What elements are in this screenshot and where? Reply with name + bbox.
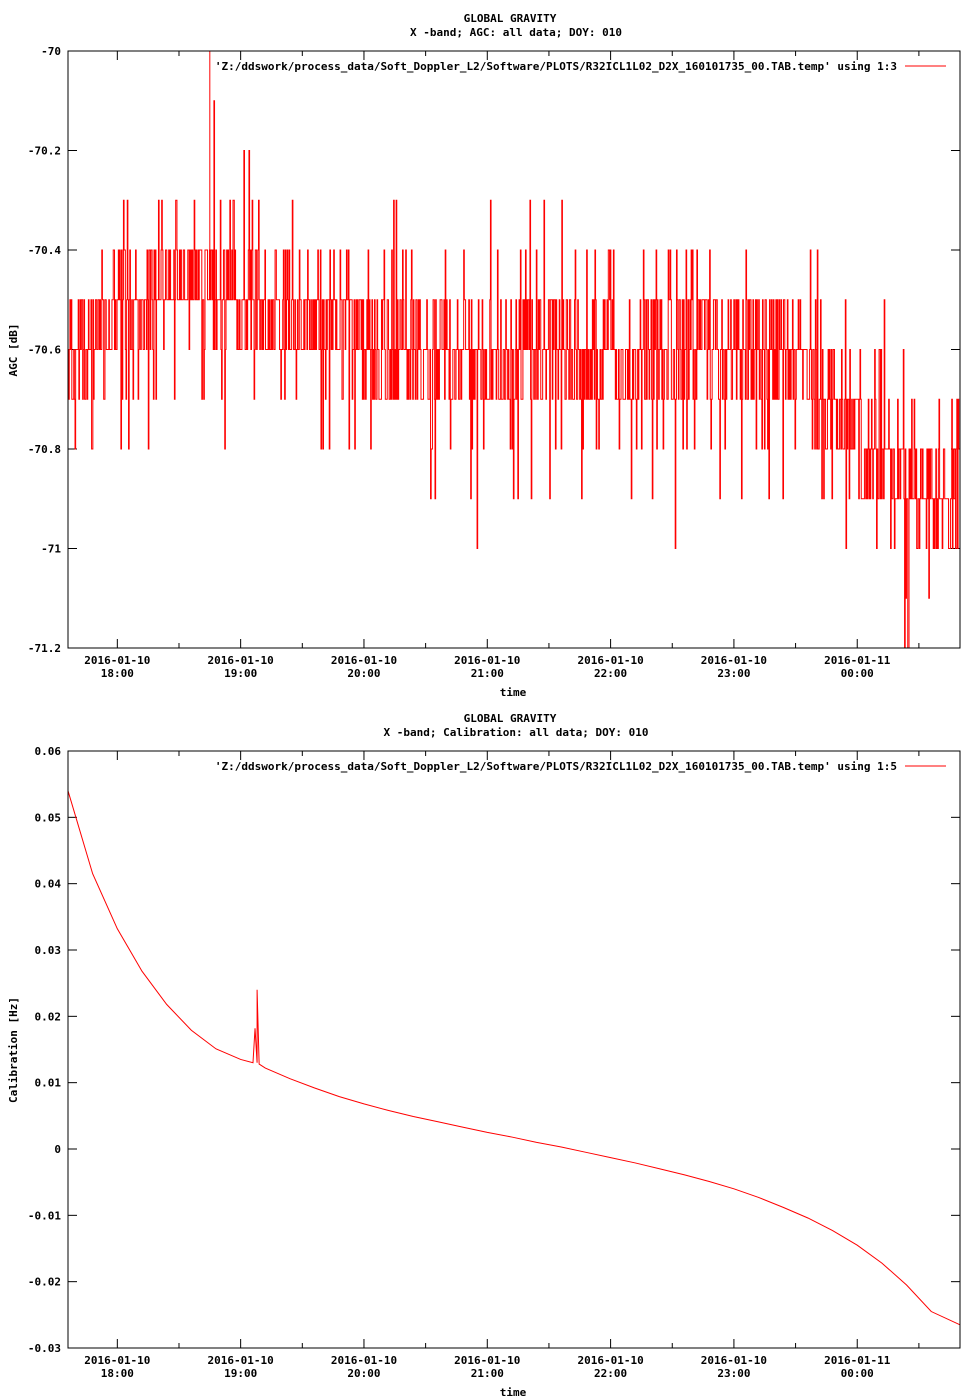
calibration-series [67, 790, 961, 1326]
x-tick-time-label: 22:00 [594, 667, 627, 680]
y-tick-label: -70.2 [28, 145, 61, 158]
y-tick-label: 0.04 [35, 878, 62, 891]
x-tick-time-label: 21:00 [471, 667, 504, 680]
calibration-y-ticks: 0.06 0.05 0.04 0.03 0.02 0.01 0 -0.01 -0.02 -0.03 [28, 745, 960, 1355]
calibration-chart: GLOBAL GRAVITY X -band; Calibration: all… [7, 712, 961, 1399]
y-tick-label: 0 [54, 1143, 61, 1156]
y-tick-label: -70 [41, 45, 61, 58]
x-tick-time-label: 20:00 [347, 1367, 380, 1380]
agc-chart-subtitle: X -band; AGC: all data; DOY: 010 [410, 26, 622, 39]
calibration-series-line [67, 790, 961, 1326]
x-tick-time-label: 23:00 [717, 667, 750, 680]
y-tick-label: -0.02 [28, 1276, 61, 1289]
y-tick-label: -0.01 [28, 1209, 61, 1222]
calibration-y-axis-label: Calibration [Hz] [7, 997, 20, 1103]
y-tick-label: -70.8 [28, 443, 61, 456]
x-tick-time-label: 19:00 [224, 667, 257, 680]
x-tick-date-label: 2016-01-10 [454, 654, 520, 667]
x-tick-date-label: 2016-01-10 [208, 654, 274, 667]
x-tick-date-label: 2016-01-10 [331, 1354, 397, 1367]
x-tick-time-label: 19:00 [224, 1367, 257, 1380]
x-tick-date-label: 2016-01-10 [577, 1354, 643, 1367]
x-tick-date-label: 2016-01-10 [331, 654, 397, 667]
x-tick-date-label: 2016-01-10 [701, 1354, 767, 1367]
agc-x-ticks: 2016-01-1018:002016-01-1019:002016-01-10… [84, 51, 920, 680]
calibration-chart-title: GLOBAL GRAVITY [464, 712, 557, 725]
y-tick-label: -0.03 [28, 1342, 61, 1355]
x-tick-time-label: 18:00 [101, 1367, 134, 1380]
y-tick-label: 0.03 [35, 944, 62, 957]
x-tick-time-label: 20:00 [347, 667, 380, 680]
calibration-x-ticks: 2016-01-1018:002016-01-1019:002016-01-10… [84, 751, 920, 1380]
calibration-x-axis-label: time [500, 1386, 527, 1399]
x-tick-time-label: 22:00 [594, 1367, 627, 1380]
x-tick-time-label: 00:00 [841, 1367, 874, 1380]
x-tick-time-label: 18:00 [101, 667, 134, 680]
x-tick-date-label: 2016-01-10 [577, 654, 643, 667]
calibration-legend-label: 'Z:/ddswork/process_data/Soft_Doppler_L2… [215, 760, 897, 773]
y-tick-label: -70.4 [28, 244, 61, 257]
agc-series-line [68, 100, 961, 649]
x-tick-date-label: 2016-01-11 [824, 654, 891, 667]
calibration-plot-frame [67, 750, 961, 1349]
x-tick-date-label: 2016-01-10 [454, 1354, 520, 1367]
agc-plot-frame [67, 50, 961, 649]
x-tick-date-label: 2016-01-10 [84, 654, 150, 667]
agc-legend-label: 'Z:/ddswork/process_data/Soft_Doppler_L2… [215, 60, 897, 73]
x-tick-date-label: 2016-01-10 [84, 1354, 150, 1367]
y-tick-label: 0.05 [35, 811, 62, 824]
agc-chart: GLOBAL GRAVITY X -band; AGC: all data; D… [7, 12, 961, 699]
agc-x-axis-label: time [500, 686, 527, 699]
y-tick-label: -71 [41, 543, 61, 556]
y-tick-label: 0.01 [35, 1077, 62, 1090]
calibration-chart-subtitle: X -band; Calibration: all data; DOY: 010 [384, 726, 649, 739]
x-tick-time-label: 00:00 [841, 667, 874, 680]
x-tick-time-label: 21:00 [471, 1367, 504, 1380]
agc-series [68, 51, 961, 649]
y-tick-label: 0.02 [35, 1010, 62, 1023]
x-tick-date-label: 2016-01-10 [701, 654, 767, 667]
agc-chart-title: GLOBAL GRAVITY [464, 12, 557, 25]
y-tick-label: 0.06 [35, 745, 62, 758]
agc-y-axis-label: AGC [dB] [7, 324, 20, 377]
y-tick-label: -70.6 [28, 344, 61, 357]
x-tick-date-label: 2016-01-11 [824, 1354, 891, 1367]
y-tick-label: -71.2 [28, 642, 61, 655]
x-tick-date-label: 2016-01-10 [208, 1354, 274, 1367]
x-tick-time-label: 23:00 [717, 1367, 750, 1380]
